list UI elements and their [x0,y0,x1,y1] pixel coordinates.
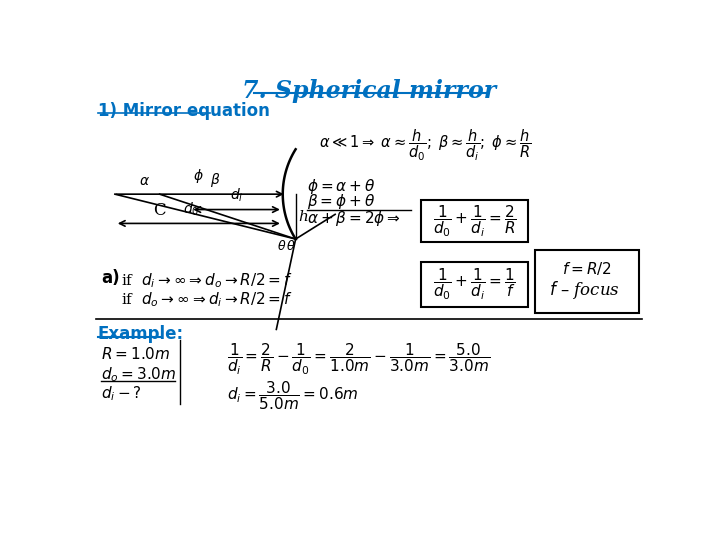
Text: a): a) [101,269,120,287]
Text: h: h [299,210,309,224]
FancyBboxPatch shape [534,251,639,313]
Text: $d_o = 3.0m$: $d_o = 3.0m$ [101,365,176,384]
Text: $\theta$: $\theta$ [277,239,287,253]
Text: $d_i$: $d_i$ [230,187,243,204]
Text: $\theta$: $\theta$ [287,239,296,253]
Text: $\alpha + \beta = 2\phi \Rightarrow$: $\alpha + \beta = 2\phi \Rightarrow$ [307,210,401,228]
Text: 1) Mirror equation: 1) Mirror equation [98,102,270,120]
Text: $\alpha$: $\alpha$ [139,174,150,188]
Text: $f = R/2$: $f = R/2$ [562,260,611,276]
Text: $d_i = \dfrac{3.0}{5.0m} = 0.6m$: $d_i = \dfrac{3.0}{5.0m} = 0.6m$ [227,380,358,412]
FancyBboxPatch shape [421,200,528,242]
Text: $\beta$: $\beta$ [210,171,220,189]
Text: $d_i - ?$: $d_i - ?$ [101,384,142,403]
Text: C: C [153,202,166,219]
Text: $\dfrac{1}{d_0}+\dfrac{1}{d_i}=\dfrac{1}{f}$: $\dfrac{1}{d_0}+\dfrac{1}{d_i}=\dfrac{1}… [433,267,516,302]
Text: $\dfrac{1}{d_i} = \dfrac{2}{R} - \dfrac{1}{d_0} = \dfrac{2}{1.0m} - \dfrac{1}{3.: $\dfrac{1}{d_i} = \dfrac{2}{R} - \dfrac{… [227,342,490,377]
Text: $\dfrac{1}{d_0}+\dfrac{1}{d_i}=\dfrac{2}{R}$: $\dfrac{1}{d_0}+\dfrac{1}{d_i}=\dfrac{2}… [433,204,516,239]
Text: 7. Spherical mirror: 7. Spherical mirror [242,79,496,103]
Text: $R = 1.0m$: $R = 1.0m$ [101,346,171,362]
Text: if  $d_i \to \infty \Rightarrow d_o \to R/2 = f$: if $d_i \to \infty \Rightarrow d_o \to R… [121,271,293,290]
Text: if  $d_o \to \infty \Rightarrow d_i \to R/2 = f$: if $d_o \to \infty \Rightarrow d_i \to R… [121,291,293,309]
Text: $f$ – focus: $f$ – focus [549,279,620,301]
Text: $\phi$: $\phi$ [193,167,204,185]
Text: $\alpha \ll 1 \Rightarrow \; \alpha \approx \dfrac{h}{d_0};\; \beta \approx \dfr: $\alpha \ll 1 \Rightarrow \; \alpha \app… [319,128,531,163]
FancyBboxPatch shape [421,262,528,307]
Text: Example:: Example: [98,325,184,343]
Text: $d_0$: $d_0$ [183,201,199,218]
Text: $\phi = \alpha + \theta$: $\phi = \alpha + \theta$ [307,177,376,196]
Text: $\beta = \phi + \theta$: $\beta = \phi + \theta$ [307,192,376,211]
